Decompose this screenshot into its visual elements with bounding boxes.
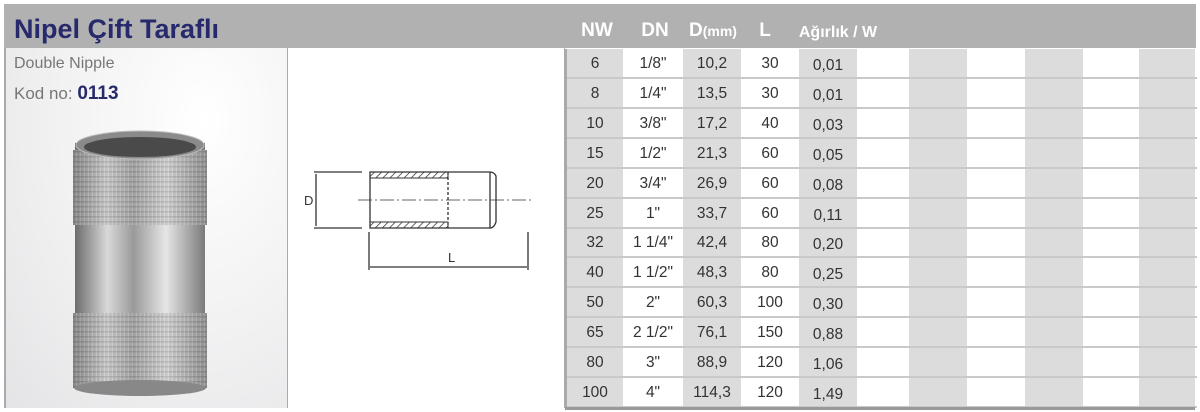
technical-drawing: D L — [304, 171, 532, 270]
column-header-d-label: D — [689, 20, 703, 41]
length-label: L — [448, 250, 455, 265]
cell-l: 60 — [761, 204, 779, 222]
cell-dn: 1 1/4" — [633, 234, 673, 252]
cell-nw: 50 — [586, 294, 604, 312]
cell-w: 0,88 — [812, 326, 844, 344]
cell-dn: 4" — [645, 383, 661, 401]
table-row: 40 1 1/2" 48,3 80 0,25 — [567, 258, 1197, 289]
product-code-label: Kod no: — [14, 84, 73, 103]
cell-l: 120 — [757, 383, 783, 401]
cell-l: 120 — [757, 354, 783, 371]
cell-d: 26,9 — [696, 174, 728, 192]
cell-nw: 25 — [586, 204, 604, 222]
table-row: 50 2" 60,3 100 0,30 — [567, 288, 1197, 319]
cell-l: 30 — [761, 55, 779, 72]
diameter-label: D — [304, 193, 313, 208]
cell-d: 33,7 — [696, 204, 728, 222]
cell-d: 76,1 — [696, 324, 728, 342]
cell-nw: 6 — [590, 55, 600, 72]
cell-l: 60 — [761, 174, 779, 192]
table-row: 100 4" 114,3 120 1,49 — [567, 378, 1197, 408]
column-header-d: D(mm) — [682, 20, 744, 42]
cell-w: 0,01 — [812, 86, 844, 104]
cell-dn: 1/8" — [639, 55, 667, 72]
table-row: 65 2 1/2" 76,1 150 0,88 — [567, 318, 1197, 349]
cell-dn: 3/8" — [639, 114, 667, 132]
cell-l: 30 — [761, 84, 779, 102]
cell-dn: 1 1/2" — [633, 264, 673, 282]
cell-dn: 1" — [645, 204, 661, 222]
cell-d: 88,9 — [696, 354, 728, 371]
cell-d: 10,2 — [696, 55, 728, 72]
cell-d: 17,2 — [696, 114, 728, 132]
table-row: 80 3" 88,9 120 1,06 — [567, 348, 1197, 378]
cell-nw: 20 — [586, 174, 604, 192]
table-row: 15 1/2" 21,3 60 0,05 — [567, 139, 1197, 169]
cell-d: 13,5 — [696, 84, 728, 102]
column-header-weight: Ağırlık / W — [798, 24, 878, 41]
cell-l: 40 — [761, 114, 779, 132]
cell-w: 0,20 — [812, 236, 844, 254]
cell-dn: 2" — [645, 294, 661, 312]
cell-dn: 3/4" — [639, 174, 667, 192]
cell-d: 114,3 — [693, 383, 731, 401]
column-header-d-unit: (mm) — [702, 23, 737, 39]
cell-d: 42,4 — [696, 234, 728, 252]
table-row: 25 1" 33,7 60 0,11 — [567, 199, 1197, 229]
table-row: 10 3/8" 17,2 40 0,03 — [567, 109, 1197, 139]
cell-nw: 10 — [586, 114, 604, 132]
cell-dn: 2 1/2" — [633, 324, 673, 342]
cell-w: 0,30 — [812, 296, 844, 314]
table-bottom-border — [565, 407, 1195, 410]
cell-d: 48,3 — [696, 264, 728, 282]
column-header-l: L — [759, 20, 771, 41]
product-code: Kod no: 0113 — [14, 83, 119, 105]
cell-l: 80 — [761, 234, 779, 252]
cell-l: 150 — [757, 324, 783, 342]
table-row: 8 1/4" 13,5 30 0,01 — [567, 79, 1197, 109]
column-header-dn: DN — [641, 20, 669, 41]
cell-nw: 100 — [582, 383, 608, 401]
table-row: 32 1 1/4" 42,4 80 0,20 — [567, 228, 1197, 259]
product-subtitle: Double Nipple — [14, 55, 115, 72]
page-title: Nipel Çift Taraflı — [14, 14, 220, 44]
cell-dn: 1/4" — [639, 84, 667, 102]
cell-w: 1,06 — [812, 356, 844, 373]
cell-d: 21,3 — [696, 144, 728, 162]
cell-nw: 8 — [590, 84, 600, 102]
dimensions-table: 6 1/8" 10,2 30 0,01 8 1/4" 13,5 30 0,01 10 3/8" 17,2… — [565, 49, 1197, 409]
table-row: 20 3/4" 26,9 60 0,08 — [567, 169, 1197, 199]
column-header-nw: NW — [581, 20, 613, 41]
cell-l: 60 — [761, 144, 779, 162]
cell-dn: 1/2" — [639, 144, 667, 162]
cell-w: 0,01 — [812, 57, 844, 74]
cell-nw: 40 — [586, 264, 604, 282]
header-bar — [4, 4, 1196, 48]
cell-w: 0,08 — [812, 176, 844, 194]
cell-dn: 3" — [645, 354, 661, 371]
cell-w: 0,11 — [813, 206, 843, 224]
cell-l: 80 — [761, 264, 779, 282]
cell-w: 0,03 — [812, 116, 844, 134]
cell-d: 60,3 — [696, 294, 728, 312]
double-nipple-photo — [73, 130, 207, 396]
cell-nw: 65 — [586, 324, 604, 342]
cell-nw: 32 — [586, 234, 604, 252]
table-row: 6 1/8" 10,2 30 0,01 — [567, 49, 1197, 79]
cell-w: 0,05 — [812, 146, 844, 164]
cell-nw: 15 — [586, 144, 604, 162]
cell-nw: 80 — [586, 354, 604, 371]
cell-w: 0,25 — [812, 266, 844, 284]
product-code-value: 0113 — [77, 83, 119, 104]
cell-l: 100 — [757, 294, 783, 312]
cell-w: 1,49 — [812, 385, 844, 403]
